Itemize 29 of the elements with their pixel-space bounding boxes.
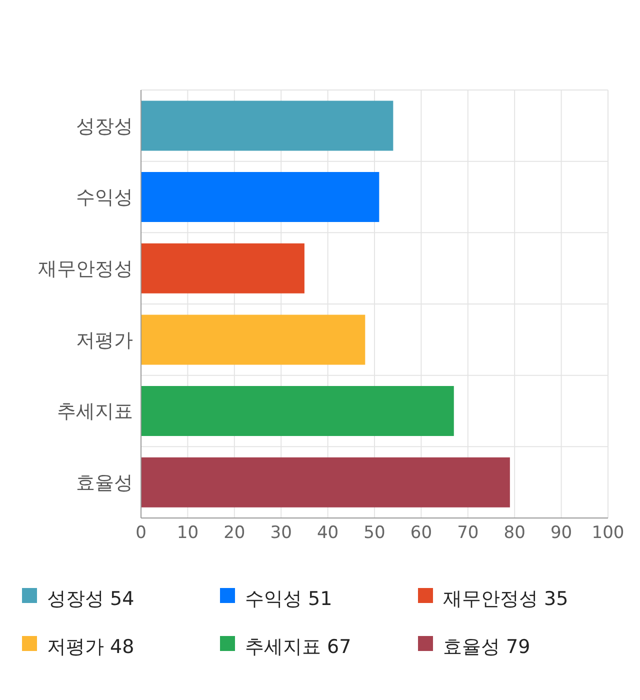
y-tick-label: 효율성 — [76, 472, 133, 494]
x-tick-label: 50 — [364, 523, 386, 544]
x-tick-label: 100 — [592, 523, 624, 544]
bar — [141, 243, 304, 294]
x-tick-label: 70 — [457, 523, 479, 544]
bar — [141, 172, 380, 222]
y-tick-label: 성장성 — [76, 115, 133, 138]
bar — [141, 457, 510, 508]
bar — [141, 100, 394, 151]
x-tick-label: 20 — [224, 523, 246, 544]
y-tick-label: 재무안정성 — [38, 258, 133, 280]
x-tick-label: 30 — [270, 523, 292, 544]
text: 재무안정성 35 — [443, 587, 568, 612]
x-tick-label: 80 — [504, 523, 526, 544]
x-tick-label: 10 — [176, 523, 199, 544]
bar — [141, 314, 366, 365]
y-tick-label: 저평가 — [76, 329, 133, 352]
x-tick-label: 60 — [410, 523, 432, 544]
text: 효율성 79 — [443, 635, 530, 660]
bar — [141, 386, 454, 436]
text: 추세지표 67 — [245, 635, 352, 660]
x-tick-label: 90 — [550, 523, 572, 544]
x-tick-label: 40 — [316, 523, 339, 544]
y-tick-label: 수익성 — [76, 186, 133, 209]
x-tick-label: 0 — [136, 523, 146, 544]
text: 저평가 48 — [47, 635, 134, 660]
text: 성장성 54 — [47, 587, 134, 612]
y-tick-label: 추세지표 — [57, 400, 133, 423]
text: 수익성 51 — [245, 587, 332, 612]
